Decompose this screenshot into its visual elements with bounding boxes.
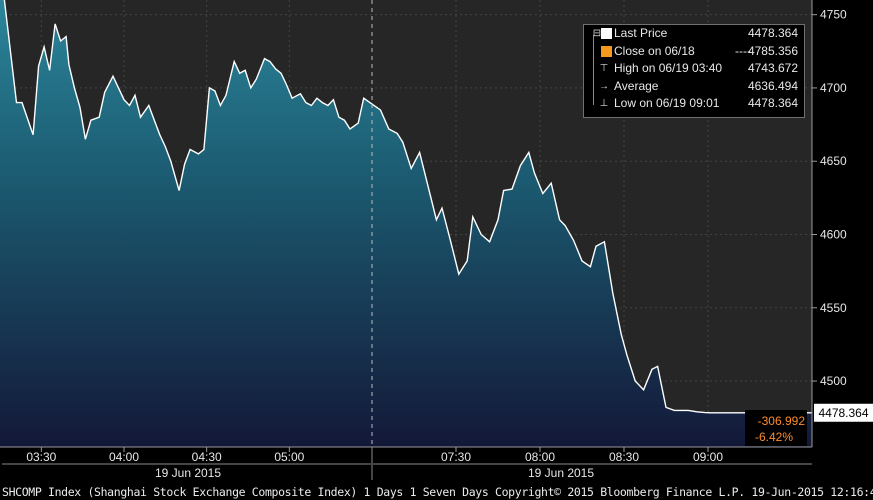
x-tick-label: 09:00 — [693, 450, 723, 464]
y-tick-label: 4500 — [820, 374, 847, 388]
y-tick-label: 4600 — [820, 227, 847, 241]
x-tick-label: 05:00 — [274, 450, 304, 464]
last-price-label: 4478.364 — [818, 406, 868, 420]
last-price-marker — [814, 403, 873, 422]
low-marker-icon: ⊥ — [599, 98, 609, 109]
footer-caption: SHCOMP Index (Shanghai Stock Exchange Co… — [2, 485, 873, 499]
legend-row-low[interactable]: ⊥ Low on 06/19 09:01 4478.364 — [584, 95, 804, 113]
close-swatch — [601, 45, 612, 57]
y-tick-label: 4650 — [820, 154, 847, 168]
price-area — [0, 0, 812, 447]
average-marker-icon: → — [599, 80, 609, 92]
high-marker-icon: ⊤ — [599, 63, 609, 74]
net-change: -306.992 — [758, 414, 806, 428]
collapse-icon[interactable]: ⊟ — [592, 28, 602, 39]
x-tick-label: 03:30 — [26, 450, 56, 464]
y-tick-label: 4750 — [820, 8, 847, 22]
x-axis-ticks: 03:30 04:00 04:30 05:00 07:30 08:00 08:30 09:00 — [26, 447, 723, 464]
x-tick-label: 04:00 — [109, 450, 139, 464]
x-tick-label: 08:30 — [609, 450, 639, 464]
last-price-swatch — [601, 28, 612, 39]
x-tick-label: 07:30 — [441, 450, 471, 464]
legend-row-high[interactable]: ⊤ High on 06/19 03:40 4743.672 — [584, 60, 804, 78]
legend-row-last-price[interactable]: ⊟ Last Price 4478.364 — [584, 25, 804, 43]
legend-row-average[interactable]: → Average 4636.494 — [584, 78, 804, 96]
change-box — [745, 410, 807, 446]
legend: ⊟ Last Price 4478.364 Close on 06/18 ---… — [583, 24, 805, 118]
x-tick-label: 04:30 — [192, 450, 222, 464]
x-tick-label: 08:00 — [525, 450, 555, 464]
y-axis-ticks: 4750 4700 4650 4600 4550 4500 — [812, 8, 847, 388]
y-tick-label: 4700 — [820, 81, 847, 95]
y-tick-label: 4550 — [820, 301, 847, 315]
pct-change: -6.42% — [755, 430, 793, 444]
date-label-left: 19 Jun 2015 — [155, 466, 221, 480]
legend-row-close[interactable]: Close on 06/18 ---- 4785.356 — [584, 43, 804, 61]
legend-tree-line — [593, 35, 594, 105]
date-label-right: 19 Jun 2015 — [528, 466, 594, 480]
price-line — [3, 0, 812, 414]
